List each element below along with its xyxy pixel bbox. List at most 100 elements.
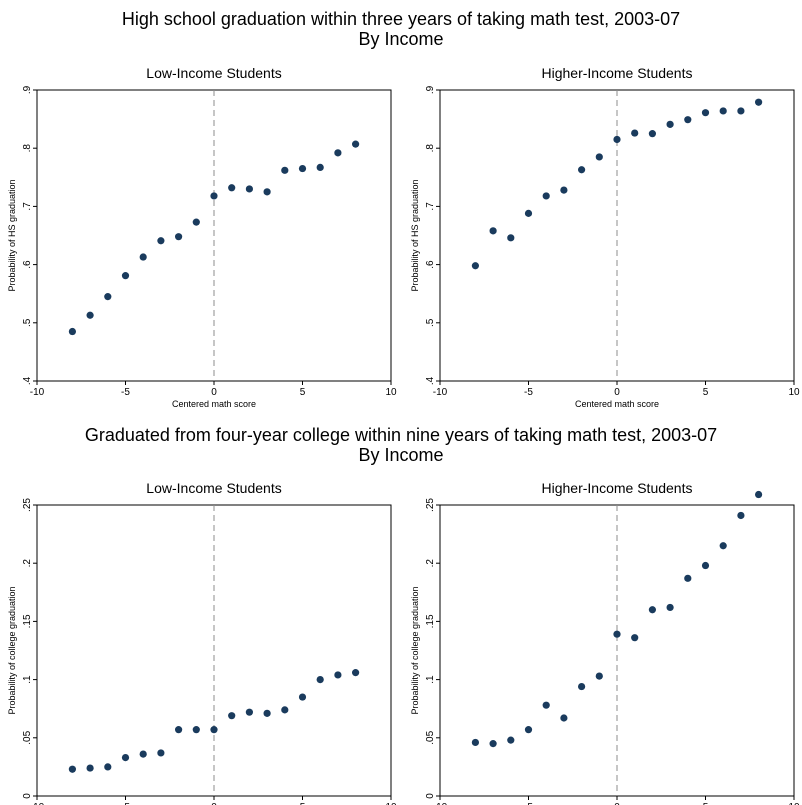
x-tick-label: -5 [121, 387, 130, 398]
top-section-title-line1: High school graduation within three year… [121, 9, 681, 29]
data-point [507, 234, 515, 242]
x-axis-label: Centered math score [172, 399, 256, 409]
y-tick-label: .6 [22, 260, 33, 269]
data-point [298, 164, 307, 173]
x-tick-label: -10 [30, 802, 45, 805]
y-tick-label: .7 [22, 202, 33, 211]
data-point [701, 561, 710, 570]
data-point [489, 227, 497, 235]
data-point [192, 726, 200, 734]
data-point [471, 262, 479, 270]
data-point [175, 726, 183, 734]
x-tick-label: 10 [788, 387, 800, 398]
y-axis-label: Probability of college graduation [7, 586, 17, 714]
panel-title: Higher-Income Students [542, 480, 693, 496]
y-tick-label: .2 [22, 559, 33, 568]
y-tick-label: .05 [425, 730, 436, 744]
y-tick-label: .7 [425, 202, 436, 211]
y-tick-label: .6 [425, 260, 436, 269]
data-point [755, 98, 763, 106]
data-point [298, 693, 307, 701]
data-point [104, 293, 112, 301]
y-tick-label: .8 [22, 144, 33, 153]
data-point [755, 490, 763, 499]
chart-college-higher-income: Higher-Income Students -10 -5 0 5 10 0 .05 .1 .15… [410, 480, 800, 805]
y-tick-label: .5 [425, 318, 436, 327]
data-point [560, 186, 568, 194]
chart-college-low-income: Low-Income Students -10 -5 0 5 10 0 .05 .1 .15 .2.… [7, 480, 397, 805]
x-tick-label: 0 [211, 802, 217, 805]
y-tick-label: .9 [425, 85, 436, 94]
data-point [542, 192, 550, 200]
data-point [228, 712, 236, 720]
data-point [631, 634, 639, 642]
y-tick-label: .15 [22, 614, 33, 628]
y-tick-label: .2 [425, 559, 436, 568]
data-point [121, 272, 130, 280]
data-point [507, 736, 515, 744]
data-point [684, 116, 692, 124]
x-tick-label: -5 [121, 802, 130, 805]
chart-panel-college-higher-income: Higher-Income Students -10 -5 0 5 10 0 .05 .1 .15… [403, 475, 802, 805]
x-tick-label: 0 [614, 802, 620, 805]
data-point [245, 185, 253, 193]
data-point [104, 763, 112, 771]
y-tick-label: .5 [22, 318, 33, 327]
data-point [471, 738, 479, 747]
data-point [578, 166, 586, 174]
data-point [68, 765, 76, 773]
data-point [175, 233, 183, 241]
y-tick-label: 0 [425, 793, 436, 799]
y-axis-label: Probability of college graduation [410, 586, 420, 714]
x-tick-label: -10 [30, 387, 45, 398]
data-point [210, 192, 218, 200]
data-point [316, 676, 324, 684]
chart-hs-low-income: Low-Income Students -10 -5 0 5 10 .4 .5 .6 .7 .8 .9… [7, 65, 397, 409]
data-point [281, 166, 289, 174]
data-point [157, 237, 165, 245]
chart-panel-hs-higher-income: Higher-Income Students -10 -5 0 5 10 .4 .5 .6 .7.… [403, 60, 802, 409]
data-point [192, 218, 200, 226]
data-point [719, 542, 727, 550]
data-point [334, 149, 342, 157]
data-point [263, 709, 271, 717]
data-point [578, 682, 586, 691]
data-point [86, 311, 94, 319]
chart-hs-higher-income: Higher-Income Students -10 -5 0 5 10 .4 .5 .6 .7.… [410, 65, 800, 409]
data-point [719, 107, 727, 115]
x-tick-label: 10 [385, 387, 397, 398]
top-section-title: High school graduation within three year… [0, 9, 802, 49]
x-axis-label: Centered math score [575, 399, 659, 409]
y-tick-label: .9 [22, 85, 33, 94]
data-point [524, 726, 533, 734]
y-tick-label: .1 [22, 675, 33, 684]
x-tick-label: 5 [300, 802, 306, 805]
panel-title: Low-Income Students [146, 480, 281, 496]
data-point [595, 672, 603, 680]
data-point [352, 140, 360, 148]
data-point [489, 740, 497, 748]
y-tick-label: .8 [425, 144, 436, 153]
chart-panel-college-low-income: Low-Income Students -10 -5 0 5 10 0 .05 .1 .15 .2.… [0, 475, 399, 805]
panel-title: Low-Income Students [146, 65, 281, 81]
data-point [542, 701, 550, 709]
data-point [595, 153, 603, 161]
data-point [524, 209, 533, 217]
data-point [68, 327, 76, 336]
x-tick-label: -5 [524, 387, 533, 398]
data-point [352, 669, 360, 677]
y-tick-label: .25 [425, 498, 436, 512]
data-point [648, 130, 656, 138]
data-point [157, 749, 165, 757]
data-point [228, 184, 236, 192]
bottom-section-title-line2: By Income [358, 445, 444, 465]
y-tick-label: .1 [425, 675, 436, 684]
data-point [613, 630, 621, 638]
data-point [263, 188, 271, 196]
data-point [245, 708, 253, 716]
x-tick-label: -5 [524, 802, 533, 805]
data-point [613, 135, 621, 144]
y-tick-label: .4 [22, 376, 33, 385]
x-tick-label: 5 [703, 387, 709, 398]
y-tick-label: 0 [22, 793, 33, 799]
